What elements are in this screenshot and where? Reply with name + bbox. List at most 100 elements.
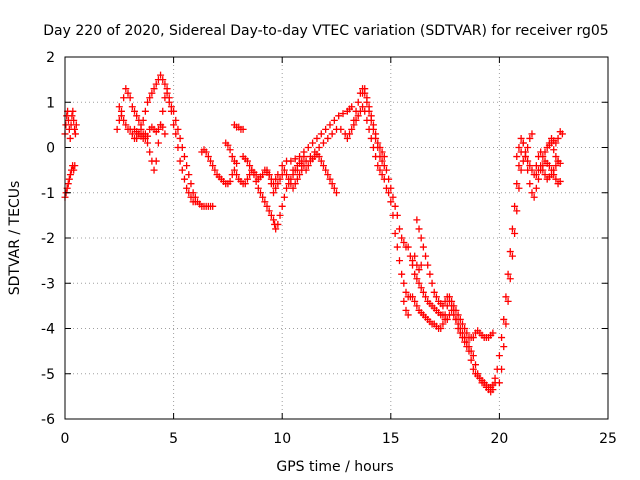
data-point [539,166,547,174]
x-tick-label: 15 [382,431,400,447]
data-point [150,166,158,174]
data-point [144,132,152,140]
data-point [154,125,162,133]
data-point [548,171,556,179]
data-point [71,162,79,170]
data-point [365,125,373,133]
data-point [441,297,449,305]
data-point [500,343,508,351]
data-point [122,121,130,129]
data-point [532,171,540,179]
data-point [291,180,299,188]
data-point [506,275,514,283]
data-point [120,116,128,124]
data-point [317,130,325,138]
x-tick-label: 0 [61,431,70,447]
data-point [283,184,291,192]
data-point [554,157,562,165]
data-point [513,180,521,188]
data-point [402,306,410,314]
data-series-sdtvar [61,71,566,396]
data-point [66,134,74,142]
data-point [469,352,477,360]
data-point [387,198,395,206]
data-point [361,85,369,93]
data-point [506,248,514,256]
data-point [333,189,340,197]
data-point [422,293,430,301]
data-point [71,125,79,133]
data-point [265,207,273,215]
data-point [285,175,293,183]
y-tick-label: 1 [46,95,55,111]
data-point [439,320,447,328]
data-point [441,311,449,319]
data-point [398,234,406,242]
data-point [241,180,249,188]
data-point [515,144,523,151]
data-point [335,112,343,120]
data-point [378,157,386,165]
data-point [398,270,406,278]
data-point [165,98,173,106]
data-point [374,139,382,147]
data-point [322,166,330,174]
data-point [283,171,291,179]
data-point [430,288,438,296]
data-point [183,162,191,170]
data-point [324,171,332,179]
data-point [263,166,271,174]
data-point [454,325,462,332]
data-point [224,141,232,149]
data-point [276,175,284,183]
data-point [526,180,534,188]
data-point [495,352,503,360]
data-point [511,229,519,237]
data-point [372,153,380,161]
data-point [159,107,167,115]
data-point [139,134,147,142]
data-point [113,125,121,133]
data-point [363,94,371,102]
data-point [159,76,167,84]
data-point [159,123,167,131]
data-point [204,153,212,161]
data-point [228,153,236,161]
data-point [144,139,152,147]
data-point [541,148,549,156]
data-point [211,166,219,174]
data-point [70,116,78,124]
data-point [413,216,421,224]
data-point [226,177,234,185]
x-tick-label: 20 [490,431,508,447]
data-point [508,225,516,233]
data-point [432,293,440,301]
data-point [521,148,529,156]
data-point [233,171,241,179]
data-point [365,103,373,111]
data-point [361,107,369,115]
data-point [352,116,360,124]
data-point [458,320,466,328]
data-point [131,107,139,115]
data-point [385,189,393,197]
y-tick-label: -2 [41,231,55,247]
data-point [511,202,519,210]
data-point [276,211,284,219]
data-point [161,80,169,88]
data-point [426,270,434,278]
data-point [152,80,160,88]
data-point [133,134,141,142]
data-point [380,153,388,161]
data-point [337,125,345,133]
data-point [296,153,304,161]
data-point [508,252,516,260]
data-point [172,130,180,138]
data-point [328,180,336,188]
data-point [517,166,525,174]
data-point [409,293,417,301]
data-point [243,157,251,165]
data-point [330,116,338,124]
data-point [259,171,267,179]
